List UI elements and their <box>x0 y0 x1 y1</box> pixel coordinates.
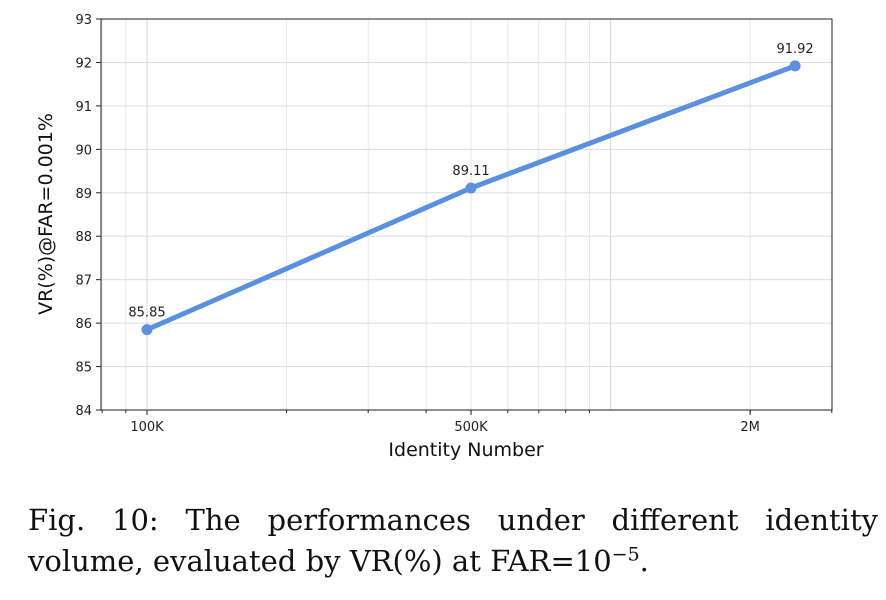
y-tick-label: 88 <box>75 230 92 245</box>
data-label: 91.92 <box>776 42 813 57</box>
caption-end: . <box>639 544 649 578</box>
y-tick-label: 89 <box>75 187 92 202</box>
data-label: 89.11 <box>452 164 489 179</box>
x-tick-label: 100K <box>130 420 164 435</box>
caption-text: Fig. 10: The performances under differen… <box>28 503 878 578</box>
y-tick-label: 91 <box>75 100 92 115</box>
x-axis-title: Identity Number <box>388 439 543 461</box>
grid <box>101 19 832 410</box>
data-label: 85.85 <box>128 306 165 321</box>
data-point <box>789 60 801 72</box>
y-tick-label: 90 <box>75 143 92 158</box>
x-tick-label: 2M <box>740 420 760 435</box>
data-point <box>141 324 153 336</box>
y-tick-label: 92 <box>75 56 92 71</box>
data-point <box>465 182 477 194</box>
y-tick-label: 93 <box>75 13 92 28</box>
y-axis-title: VR(%)@FAR=0.001% <box>35 113 57 315</box>
y-tick-label: 86 <box>75 317 92 332</box>
caption-exponent: −5 <box>611 543 640 566</box>
plot-frame <box>100 18 833 411</box>
line-chart: 84 85 86 87 88 89 90 91 92 93 100K 500K 2M 85.85 89.1… <box>35 13 833 461</box>
figure-caption: Fig. 10: The performances under differen… <box>28 500 878 582</box>
y-tick-label: 84 <box>75 404 92 419</box>
x-tick-label: 500K <box>454 420 488 435</box>
axis-ticks: 84 85 86 87 88 89 90 91 92 93 100K 500K 2M <box>75 13 833 435</box>
y-tick-label: 87 <box>75 274 92 289</box>
y-tick-label: 85 <box>75 361 92 376</box>
series-layer: 85.85 89.11 91.92 <box>128 42 814 336</box>
